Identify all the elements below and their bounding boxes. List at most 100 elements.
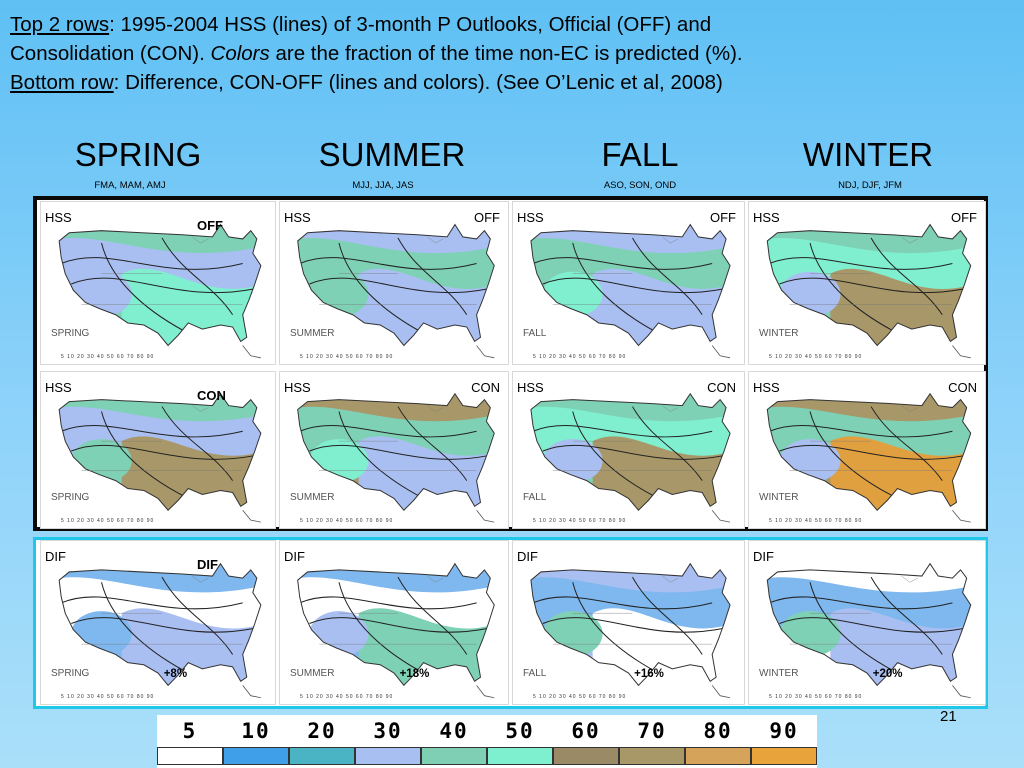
panel-left-label: HSS <box>45 210 72 225</box>
season-title-fall: FALL <box>601 136 679 173</box>
panel-season-stamp: FALL <box>523 668 547 679</box>
us-map-icon <box>58 562 262 699</box>
panel-mini-legend: 5 10 20 30 40 50 60 70 80 90 <box>300 518 394 524</box>
map-panel-dif-spring: DIF DIF SPRING 5 10 20 30 40 50 60 70 80 90… <box>40 540 276 705</box>
legend-label: 70 <box>637 719 667 743</box>
us-map-icon <box>530 223 731 359</box>
legend-swatch <box>355 747 421 765</box>
season-title-winter: WINTER <box>802 136 934 173</box>
panel-mini-legend: 5 10 20 30 40 50 60 70 80 90 <box>533 694 627 700</box>
legend-label: 10 <box>241 719 271 743</box>
legend-swatch <box>421 747 487 765</box>
legend-label: 90 <box>769 719 799 743</box>
panel-right-label: CON <box>471 380 500 395</box>
panel-left-label: HSS <box>753 380 780 395</box>
panel-right-label: DIF <box>197 557 218 572</box>
panel-mini-legend: 5 10 20 30 40 50 60 70 80 90 <box>533 354 627 360</box>
panel-season-stamp: SUMMER <box>290 492 335 503</box>
panel-season-stamp: FALL <box>523 492 547 503</box>
panel-left-label: HSS <box>284 210 311 225</box>
panel-mini-legend: 5 10 20 30 40 50 60 70 80 90 <box>300 354 394 360</box>
panel-season-stamp: WINTER <box>759 668 799 679</box>
difference-percent: +18% <box>399 668 430 680</box>
panel-right-label: OFF <box>710 210 736 225</box>
legend-label: 30 <box>373 719 403 743</box>
legend-label: 80 <box>703 719 733 743</box>
page-number: 21 <box>940 708 957 725</box>
legend-swatch <box>157 747 223 765</box>
header-line2-a: Consolidation (CON). <box>10 42 211 65</box>
panel-left-label: HSS <box>45 380 72 395</box>
legend-label: 20 <box>307 719 337 743</box>
panel-mini-legend: 5 10 20 30 40 50 60 70 80 90 <box>61 354 155 360</box>
legend-label: 50 <box>505 719 535 743</box>
panel-mini-legend: 5 10 20 30 40 50 60 70 80 90 <box>769 354 863 360</box>
panel-left-label: HSS <box>517 380 544 395</box>
header-top-rows: Top 2 rows <box>10 13 110 36</box>
season-title-summer: SUMMER <box>318 136 466 173</box>
slide-header: Top 2 rows: 1995-2004 HSS (lines) of 3-m… <box>10 10 1010 97</box>
months-summer: MJJ, JJA, JAS <box>352 180 414 191</box>
panel-right-label: CON <box>197 388 226 403</box>
season-title-spring: SPRING <box>74 136 202 173</box>
header-line-2: Consolidation (CON). Colors are the frac… <box>10 39 1010 68</box>
map-panel-dif-fall: DIF FALL 5 10 20 30 40 50 60 70 80 90 +16% <box>512 540 745 705</box>
us-map-icon <box>297 223 495 359</box>
panel-mini-legend: 5 10 20 30 40 50 60 70 80 90 <box>769 694 863 700</box>
header-line3-text: : Difference, CON-OFF (lines and colors)… <box>113 71 723 94</box>
legend-swatch <box>487 747 553 765</box>
map-panel-con-fall: HSS CON FALL 5 10 20 30 40 50 60 70 80 90 <box>512 371 745 529</box>
us-map-icon <box>530 392 731 523</box>
legend-swatch <box>751 747 817 765</box>
map-panel-con-spring: HSS CON SPRING 5 10 20 30 40 50 60 70 80 90 <box>40 371 276 529</box>
legend-label: 5 <box>182 719 198 743</box>
panel-left-label: HSS <box>517 210 544 225</box>
us-map-icon <box>530 562 731 699</box>
panel-mini-legend: 5 10 20 30 40 50 60 70 80 90 <box>300 694 394 700</box>
panel-mini-legend: 5 10 20 30 40 50 60 70 80 90 <box>769 518 863 524</box>
header-line2-c: are the fraction of the time non-EC is p… <box>269 42 743 65</box>
map-panel-con-summer: HSS CON SUMMER 5 10 20 30 40 50 60 70 80 90 <box>279 371 509 529</box>
header-colors: Colors <box>210 42 270 65</box>
map-panel-dif-summer: DIF SUMMER 5 10 20 30 40 50 60 70 80 90 +18… <box>279 540 509 705</box>
header-line1-text: : 1995-2004 HSS (lines) of 3-month P Out… <box>109 13 712 36</box>
panel-right-label: OFF <box>474 210 500 225</box>
header-bottom-row: Bottom row <box>10 71 114 94</box>
us-map-icon <box>766 223 972 359</box>
months-spring: FMA, MAM, AMJ <box>94 180 166 191</box>
panel-season-stamp: SUMMER <box>290 668 335 679</box>
us-map-icon <box>766 392 972 523</box>
panel-right-label: CON <box>707 380 736 395</box>
panel-left-label: HSS <box>284 380 311 395</box>
panel-right-label: OFF <box>197 218 223 233</box>
difference-percent: +20% <box>872 668 903 680</box>
panel-season-stamp: SUMMER <box>290 328 335 339</box>
map-panel-off-summer: HSS OFF SUMMER 5 10 20 30 40 50 60 70 80 90 <box>279 201 509 365</box>
map-panel-con-winter: HSS CON WINTER 5 10 20 30 40 50 60 70 80 90 <box>748 371 986 529</box>
panel-season-stamp: WINTER <box>759 492 799 503</box>
panel-left-label: DIF <box>517 549 538 564</box>
map-panel-off-spring: HSS OFF SPRING 5 10 20 30 40 50 60 70 80 90 <box>40 201 276 365</box>
header-line-3: Bottom row: Difference, CON-OFF (lines a… <box>10 68 1010 97</box>
color-legend-labels: 5 10 20 30 40 50 60 70 80 90 <box>157 719 817 743</box>
difference-percent: +8% <box>163 668 188 680</box>
legend-swatch <box>289 747 355 765</box>
us-map-icon <box>297 392 495 523</box>
color-legend-bar: 5 10 20 30 40 50 60 70 80 90 <box>157 715 817 768</box>
map-panel-off-winter: HSS OFF WINTER 5 10 20 30 40 50 60 70 80 90 <box>748 201 986 365</box>
panel-season-stamp: FALL <box>523 328 547 339</box>
us-map-icon <box>766 562 972 699</box>
panel-right-label: CON <box>948 380 977 395</box>
panel-left-label: DIF <box>45 549 66 564</box>
us-map-icon <box>297 562 495 699</box>
panel-season-stamp: WINTER <box>759 328 799 339</box>
panel-left-label: HSS <box>753 210 780 225</box>
legend-label: 60 <box>571 719 601 743</box>
us-map-icon <box>58 392 262 523</box>
header-line-1: Top 2 rows: 1995-2004 HSS (lines) of 3-m… <box>10 10 1010 39</box>
legend-label: 40 <box>439 719 469 743</box>
map-panel-off-fall: HSS OFF FALL 5 10 20 30 40 50 60 70 80 90 <box>512 201 745 365</box>
legend-swatch <box>553 747 619 765</box>
panel-right-label: OFF <box>951 210 977 225</box>
panel-season-stamp: SPRING <box>51 668 90 679</box>
